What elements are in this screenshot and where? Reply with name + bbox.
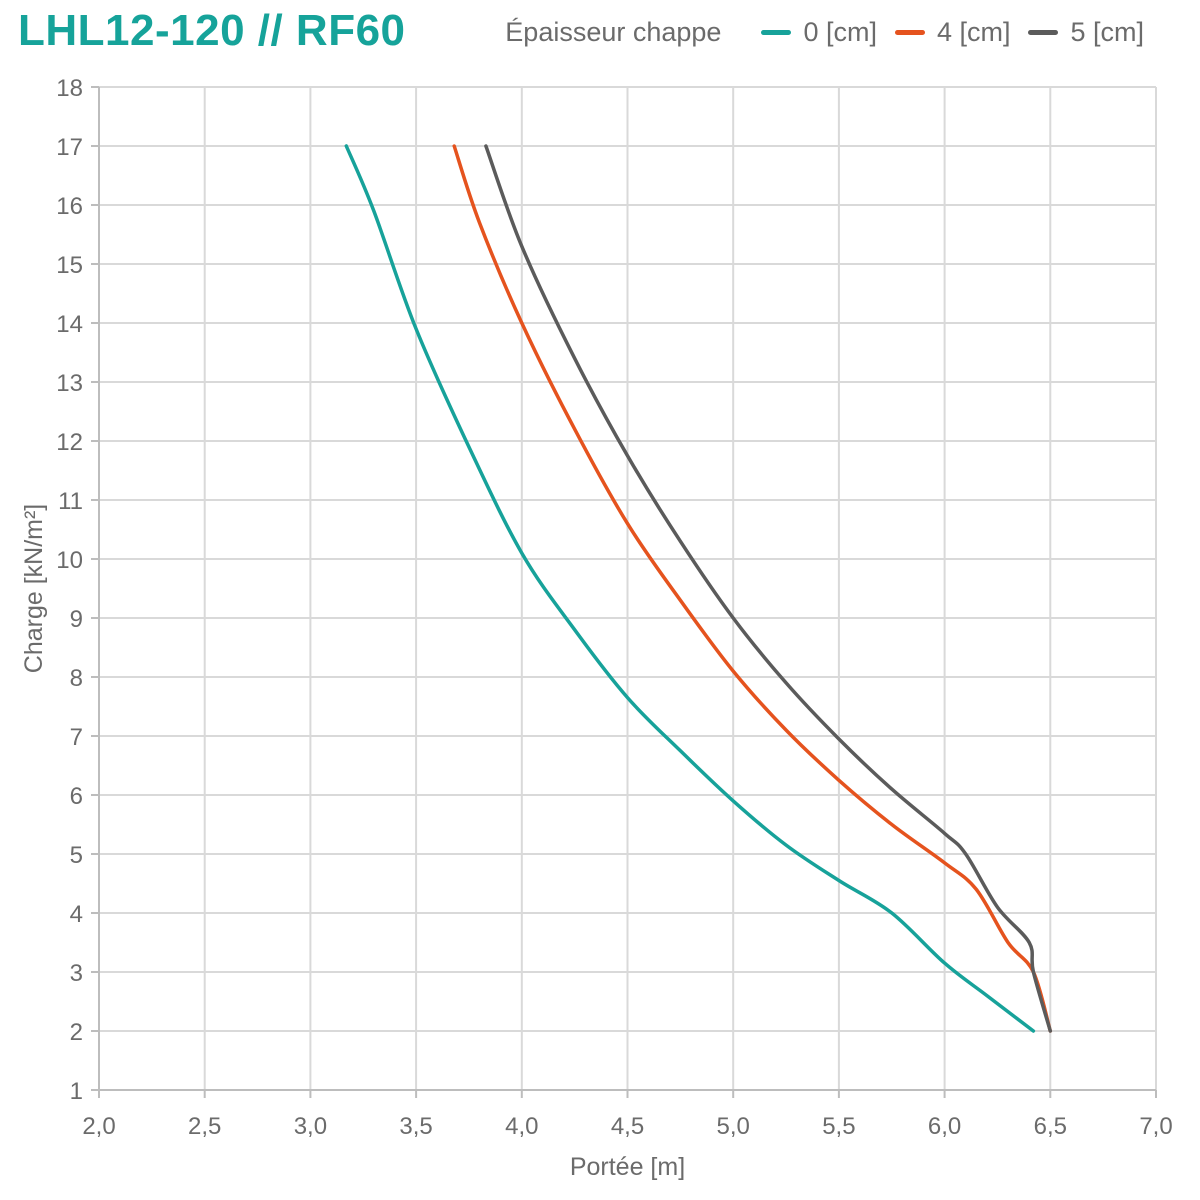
y-tick-label: 8 [70,665,83,692]
legend-item-0cm: 0 [cm] [761,17,877,48]
x-tick-label: 4,0 [505,1113,538,1140]
y-tick-label: 13 [56,370,83,397]
x-tick-label: 2,0 [82,1113,115,1140]
y-tick-label: 11 [58,488,83,515]
x-tick-label: 7,0 [1139,1113,1172,1140]
x-axis-title: Portée [m] [570,1153,685,1181]
y-tick-label: 2 [70,1019,83,1046]
legend-item-5cm: 5 [cm] [1028,17,1144,48]
x-tick-label: 5,5 [822,1113,855,1140]
chart-title: LHL12-120 // RF60 [18,6,406,55]
y-tick-label: 12 [56,429,83,456]
y-tick-label: 7 [70,724,83,751]
y-tick-label: 5 [70,842,83,869]
y-tick-label: 17 [56,134,83,161]
y-tick-label: 3 [70,960,83,987]
legend-swatch-0cm [761,29,792,35]
y-axis-title: Charge [kN/m²] [20,504,48,673]
y-tick-label: 6 [70,783,83,810]
series-line-5cm [484,144,1053,1033]
series-line-0cm [344,144,1036,1033]
x-tick-label: 6,0 [928,1113,961,1140]
y-tick-label: 10 [56,547,83,574]
x-tick-label: 2,5 [188,1113,221,1140]
series-line-4cm [452,144,1053,1033]
x-tick-label: 6,5 [1034,1113,1067,1140]
legend-label-4cm: 4 [cm] [936,16,1011,47]
legend-label-0cm: 0 [cm] [803,16,877,47]
legend-item-4cm: 4 [cm] [894,16,1011,48]
y-tick-label: 14 [56,311,83,338]
x-tick-label: 4,5 [611,1113,644,1140]
legend: Épaisseur chappe 0 [cm] 4 [cm] 5 [cm] [505,14,1144,50]
y-tick-label: 15 [56,252,83,279]
x-tick-label: 3,5 [399,1113,432,1140]
y-tick-label: 4 [70,901,83,928]
x-tick-label: 3,0 [294,1113,327,1140]
legend-label-5cm: 5 [cm] [1070,16,1144,47]
y-tick-label: 16 [56,193,83,220]
y-tick-label: 18 [56,75,83,102]
y-tick-label: 1 [70,1078,83,1105]
legend-swatch-4cm [894,29,925,35]
x-tick-label: 5,0 [717,1113,750,1140]
legend-swatch-5cm [1028,29,1059,35]
y-tick-label: 9 [70,606,83,633]
legend-title: Épaisseur chappe [505,16,722,47]
